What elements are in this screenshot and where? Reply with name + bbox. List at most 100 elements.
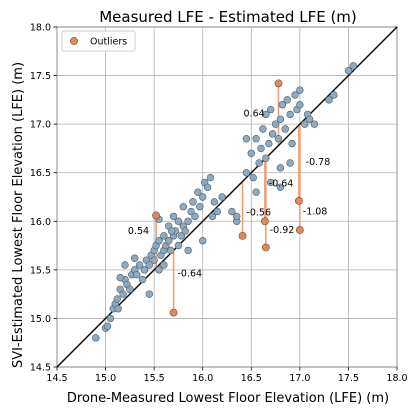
data-point [274, 135, 283, 143]
data-point [283, 96, 291, 104]
data-point [257, 144, 265, 153]
data-point [213, 207, 221, 216]
data-point [242, 169, 251, 177]
data-point [145, 261, 153, 269]
y-axis-label: SVI-Estimated Lowest Floor Elevation (LF… [11, 62, 26, 368]
data-point [199, 193, 207, 201]
data-point [191, 212, 199, 221]
data-point [132, 271, 141, 279]
outlier-label: -0.92 [270, 225, 295, 236]
x-axis-label: Drone-Measured Lowest Floor Elevation (L… [67, 391, 389, 406]
data-point [286, 159, 294, 167]
data-point [296, 86, 304, 94]
data-point [210, 198, 219, 206]
data-point [349, 62, 357, 70]
data-point [218, 193, 226, 201]
outlier-label: -0.78 [306, 157, 331, 168]
data-point [305, 115, 314, 123]
data-point [174, 241, 183, 250]
data-point [286, 110, 294, 119]
data-point [247, 149, 255, 157]
data-point [252, 135, 260, 143]
y-tick-label: 16.5 [30, 168, 51, 179]
outlier-annotations: 0.54 -0.64 0.64 -0.56 -0.64 -0.92 -1.08 -0.78 [128, 108, 330, 279]
data-point [113, 295, 121, 303]
data-point [169, 212, 178, 221]
data-point [344, 67, 353, 75]
data-point [310, 120, 319, 128]
legend-outlier-label: Outliers [90, 37, 127, 48]
outlier-label: -0.56 [246, 207, 271, 218]
data-point [262, 154, 270, 162]
data-point [184, 217, 192, 225]
y-tick-label: 17.0 [30, 120, 51, 131]
data-point [276, 115, 285, 123]
data-point [150, 256, 158, 264]
x-tick-label: 15.0 [95, 373, 116, 384]
data-point [155, 266, 163, 274]
data-point [189, 198, 197, 206]
data-point [145, 290, 153, 298]
data-point [92, 334, 100, 342]
y-tick-label: 17.5 [30, 71, 51, 82]
outlier-label: -1.08 [303, 206, 328, 217]
data-point [276, 183, 285, 191]
data-point [160, 232, 168, 240]
outlier-point [274, 79, 283, 88]
x-tick-label: 16.0 [192, 373, 213, 384]
data-point [114, 305, 122, 313]
data-point [119, 290, 127, 298]
outlier-label: -0.64 [269, 178, 294, 189]
x-tick-labels: 14.5 15.0 15.5 16.0 16.5 17.0 17.5 18.0 [46, 367, 408, 384]
data-point [138, 275, 147, 284]
data-point [278, 101, 287, 109]
data-point [179, 203, 187, 211]
data-point [155, 237, 163, 245]
data-point [291, 91, 299, 99]
data-point [268, 130, 277, 138]
x-tick-label: 18.0 [386, 373, 407, 384]
x-tick-label: 15.5 [144, 373, 165, 384]
outlier-point [152, 211, 160, 220]
plot-area: 0.54 -0.64 0.64 -0.56 -0.64 -0.92 -1.08 -0.78 [56, 26, 398, 368]
data-point [121, 261, 129, 269]
y-tick-label: 15.0 [30, 314, 51, 325]
data-point [199, 237, 207, 245]
data-point [135, 261, 144, 269]
x-tick-label: 17.5 [338, 373, 359, 384]
outlier-point [260, 217, 269, 226]
data-point [252, 188, 260, 196]
scatter-points [92, 62, 357, 342]
data-point [281, 125, 289, 133]
data-point [203, 183, 212, 191]
data-point [194, 188, 202, 196]
data-point [184, 246, 192, 255]
data-point [206, 173, 215, 182]
x-tick-label: 16.5 [241, 373, 262, 384]
data-point [262, 110, 270, 119]
data-point [259, 125, 267, 133]
legend-box [61, 30, 136, 52]
data-point [187, 207, 195, 216]
x-tick-label: 14.5 [46, 373, 67, 384]
data-point [267, 178, 275, 187]
data-point [196, 203, 204, 211]
outlier-point [294, 196, 303, 205]
outlier-point [238, 231, 247, 240]
data-point [249, 173, 257, 182]
legend: Outliers [61, 30, 136, 52]
outlier-residual-lines [155, 83, 301, 313]
data-point [296, 101, 304, 109]
outlier-label: 0.54 [128, 226, 149, 237]
y-tick-labels: 14.5 15.0 15.5 16.0 16.5 17.0 17.5 18.0 [30, 23, 57, 374]
y-tick-label: 15.5 [30, 265, 51, 276]
data-point [330, 91, 338, 99]
data-point [116, 273, 124, 282]
data-point [106, 314, 115, 323]
data-point [131, 254, 139, 262]
data-point [228, 207, 236, 216]
data-point [255, 159, 263, 167]
y-tick-label: 16.0 [30, 217, 51, 228]
outlier-point [261, 243, 270, 252]
data-point [174, 217, 183, 225]
